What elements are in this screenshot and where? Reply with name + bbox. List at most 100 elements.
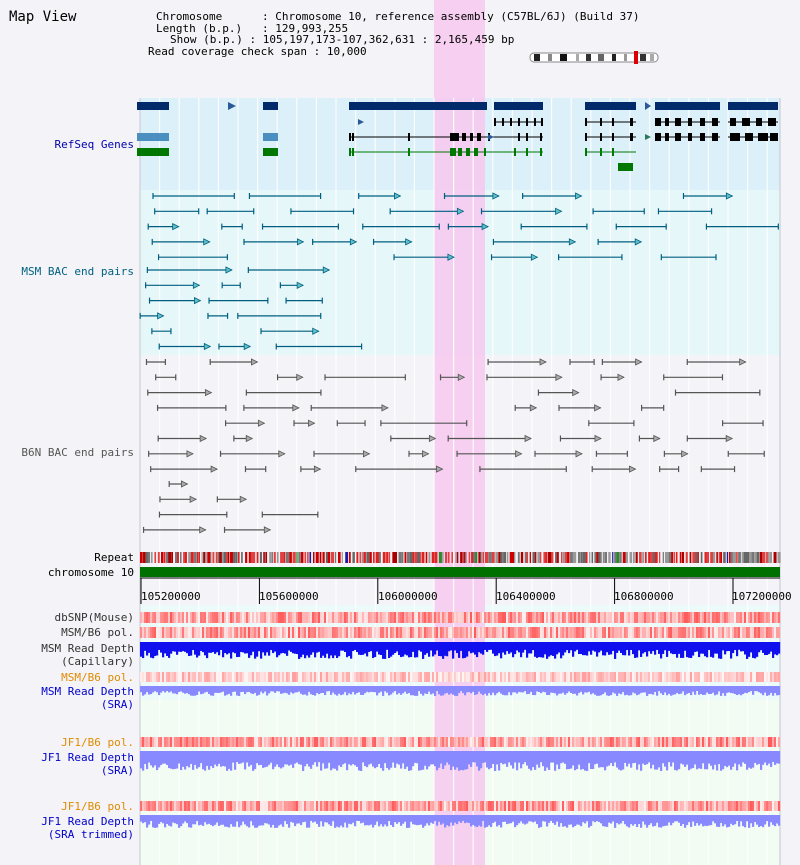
- read-depth-bar: [410, 642, 413, 658]
- polymorphism-cell: [652, 612, 655, 623]
- read-depth-bar: [486, 686, 489, 696]
- read-depth-bar: [360, 642, 363, 656]
- polymorphism-cell: [774, 627, 777, 638]
- read-depth-bar: [190, 642, 193, 656]
- read-depth-bar: [690, 751, 693, 769]
- polymorphism-cell: [748, 801, 751, 811]
- polymorphism-cell: [558, 612, 561, 623]
- bac-pair-arrow: [192, 281, 201, 289]
- read-depth-bar: [190, 815, 193, 828]
- repeat-mark: [315, 552, 319, 563]
- polymorphism-cell: [556, 801, 559, 811]
- read-depth-bar: [348, 642, 351, 657]
- read-depth-bar: [222, 751, 225, 766]
- polymorphism-cell: [402, 801, 405, 811]
- read-depth-bar: [484, 815, 487, 828]
- read-depth-bar: [702, 642, 705, 654]
- read-depth-bar: [354, 815, 357, 827]
- read-depth-bar: [346, 642, 349, 658]
- read-depth-bar: [642, 815, 645, 822]
- repeat-mark: [468, 552, 471, 563]
- polymorphism-cell: [576, 801, 579, 811]
- polymorphism-cell: [676, 672, 679, 682]
- polymorphism-cell: [208, 672, 211, 682]
- read-depth-bar: [468, 751, 471, 765]
- read-depth-bar: [474, 751, 477, 763]
- polymorphism-cell: [474, 737, 477, 747]
- polymorphism-cell: [546, 737, 549, 747]
- repeat-mark: [263, 552, 265, 563]
- read-depth-bar: [388, 686, 391, 696]
- read-depth-bar: [222, 815, 225, 825]
- polymorphism-cell: [282, 801, 285, 811]
- polymorphism-cell: [374, 627, 377, 638]
- read-depth-bar: [258, 751, 261, 766]
- polymorphism-cell: [756, 801, 759, 811]
- polymorphism-cell: [286, 612, 289, 623]
- polymorphism-cell: [610, 612, 613, 623]
- polymorphism-cell: [744, 737, 747, 747]
- polymorphism-cell: [152, 801, 155, 811]
- polymorphism-cell: [380, 612, 383, 623]
- read-depth-bar: [210, 686, 213, 696]
- read-depth-bar: [380, 686, 383, 692]
- polymorphism-cell: [458, 672, 461, 682]
- polymorphism-cell: [554, 737, 557, 747]
- read-depth-bar: [324, 686, 327, 696]
- polymorphism-cell: [238, 627, 241, 638]
- read-depth-bar: [234, 642, 237, 654]
- read-depth-bar: [382, 815, 385, 827]
- polymorphism-cell: [324, 672, 327, 682]
- read-depth-bar: [566, 815, 569, 828]
- repeat-mark: [388, 552, 391, 563]
- polymorphism-cell: [724, 801, 727, 811]
- read-depth-bar: [742, 686, 745, 695]
- refseq-genes-label[interactable]: RefSeq Genes: [54, 138, 134, 151]
- gene-exon: [514, 148, 516, 156]
- read-depth-bar: [530, 751, 533, 771]
- polymorphism-cell: [206, 672, 209, 682]
- polymorphism-cell: [678, 612, 681, 623]
- polymorphism-cell: [318, 737, 321, 747]
- read-depth-bar: [726, 815, 729, 828]
- repeat-mark: [777, 552, 781, 563]
- read-depth-bar: [768, 815, 771, 827]
- polymorphism-cell: [524, 672, 527, 682]
- polymorphism-cell: [532, 801, 535, 811]
- msm-bac-label[interactable]: MSM BAC end pairs: [21, 265, 134, 278]
- read-depth-bar: [440, 815, 443, 825]
- read-depth-bar: [374, 642, 377, 658]
- read-depth-bar: [484, 751, 487, 763]
- read-depth-bar: [748, 686, 751, 692]
- read-depth-bar: [312, 751, 315, 765]
- polymorphism-cell: [550, 612, 553, 623]
- read-depth-bar: [344, 686, 347, 692]
- read-depth-bar: [180, 686, 183, 692]
- read-depth-bar: [512, 686, 515, 693]
- polymorphism-cell: [162, 801, 165, 811]
- polymorphism-cell: [154, 612, 157, 623]
- polymorphism-cell: [574, 672, 577, 682]
- polymorphism-cell: [258, 737, 261, 747]
- gene-block: [137, 133, 169, 141]
- read-depth-bar: [244, 642, 247, 654]
- read-depth-bar: [244, 686, 247, 695]
- read-depth-bar: [582, 686, 585, 695]
- read-depth-bar: [284, 686, 287, 693]
- polymorphism-cell: [498, 612, 501, 623]
- read-depth-bar: [514, 686, 517, 693]
- polymorphism-cell: [432, 801, 435, 811]
- read-depth-bar: [614, 815, 617, 828]
- read-depth-bar: [626, 642, 629, 651]
- repeat-mark: [520, 552, 524, 563]
- polymorphism-cell: [764, 672, 767, 682]
- polymorphism-cell: [370, 737, 373, 747]
- b6n-bac-label[interactable]: B6N BAC end pairs: [21, 446, 134, 459]
- polymorphism-cell: [158, 612, 161, 623]
- polymorphism-cell: [344, 801, 347, 811]
- polymorphism-cell: [540, 801, 543, 811]
- polymorphism-cell: [220, 672, 223, 682]
- read-depth-bar: [604, 642, 607, 656]
- polymorphism-cell: [420, 627, 423, 638]
